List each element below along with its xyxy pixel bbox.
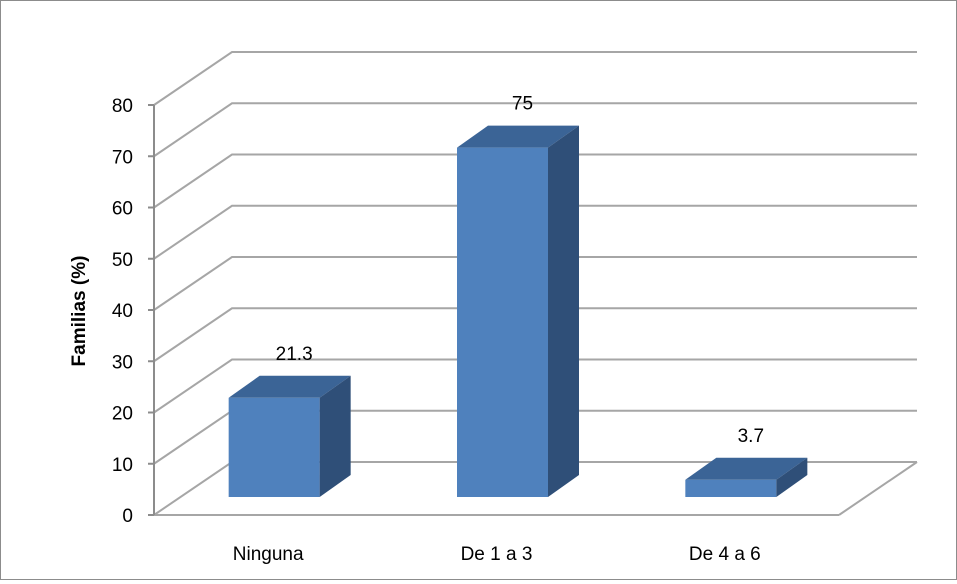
y-tick-label: 60 xyxy=(112,199,133,220)
bar-front xyxy=(228,397,320,497)
y-tick-label: 80 xyxy=(112,96,133,117)
y-tick-label: 30 xyxy=(112,352,133,373)
y-tick-label: 0 xyxy=(122,506,133,527)
bar-top xyxy=(457,125,579,148)
gridline xyxy=(153,204,917,260)
category-label: Ninguna xyxy=(233,544,304,565)
y-tick-label: 50 xyxy=(112,250,133,271)
bar-front xyxy=(457,147,548,498)
bar-front xyxy=(685,479,777,497)
bar-3 xyxy=(685,457,808,497)
gridlines xyxy=(153,51,917,516)
data-label: 75 xyxy=(512,94,533,115)
gridline xyxy=(153,358,917,414)
data-label: 21.3 xyxy=(276,344,313,365)
bar-top xyxy=(685,457,808,480)
gridline xyxy=(153,51,917,106)
category-label: De 4 a 6 xyxy=(689,544,761,565)
floor-right-edge xyxy=(838,461,918,516)
gridline xyxy=(153,307,917,363)
y-tick-label: 40 xyxy=(112,301,133,322)
axes xyxy=(148,104,918,516)
gridline xyxy=(153,256,917,311)
bar-2 xyxy=(457,125,579,498)
bar-side xyxy=(776,457,808,497)
bars xyxy=(228,125,808,498)
data-label: 3.7 xyxy=(738,426,764,447)
bar-side xyxy=(319,375,351,497)
gridline xyxy=(153,153,917,209)
labels: 0 10 20 30 40 50 60 70 80 21.3 Ninguna 75 De 1 a 3 3.… xyxy=(112,94,764,565)
y-axis-label: Familias (%) xyxy=(69,256,90,367)
category-label: De 1 a 3 xyxy=(461,544,533,565)
bar-side xyxy=(548,125,579,497)
gridline xyxy=(153,102,917,158)
bar-1 xyxy=(228,375,351,497)
y-tick-label: 70 xyxy=(112,147,133,168)
y-tick-label: 10 xyxy=(112,455,133,476)
bar-top xyxy=(228,375,351,398)
y-tick-label: 20 xyxy=(112,404,133,425)
